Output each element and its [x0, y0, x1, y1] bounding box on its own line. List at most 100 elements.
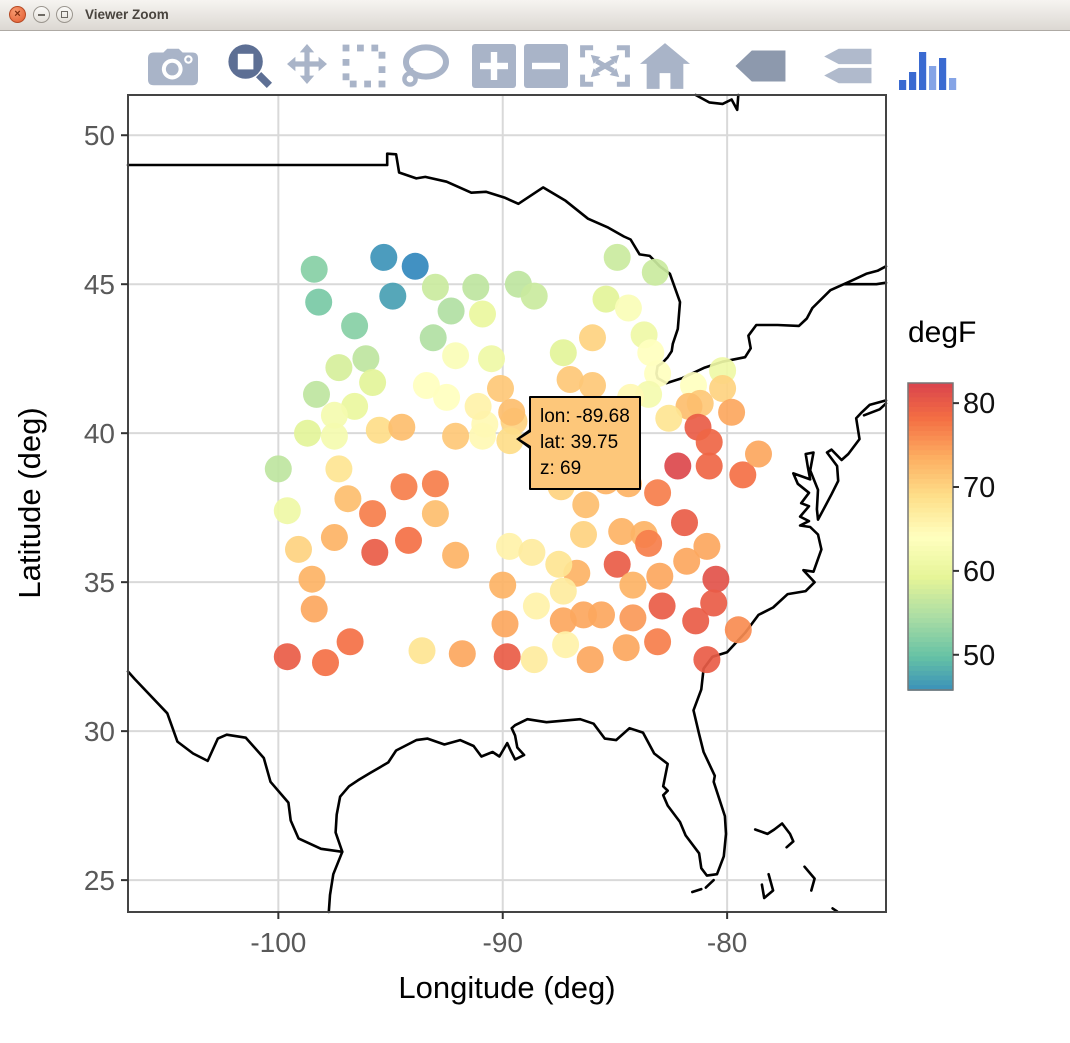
data-point[interactable]: [437, 297, 465, 325]
data-point[interactable]: [469, 300, 496, 328]
data-point[interactable]: [325, 455, 353, 483]
window-minimize-button[interactable]: [33, 6, 50, 23]
data-point[interactable]: [682, 607, 710, 635]
data-point[interactable]: [644, 628, 672, 656]
data-point[interactable]: [745, 440, 772, 468]
data-point[interactable]: [273, 497, 301, 525]
zoom-out-button[interactable]: [524, 43, 568, 91]
data-point[interactable]: [419, 324, 447, 352]
data-point[interactable]: [469, 422, 496, 450]
plotly-logo-button[interactable]: [898, 42, 958, 93]
data-point[interactable]: [637, 339, 665, 367]
data-point[interactable]: [359, 369, 387, 396]
zoom-in-button[interactable]: [472, 43, 516, 91]
data-point[interactable]: [695, 428, 723, 456]
data-point[interactable]: [655, 404, 683, 432]
data-point[interactable]: [442, 342, 470, 370]
data-point[interactable]: [576, 646, 604, 674]
data-point[interactable]: [614, 294, 642, 322]
data-point[interactable]: [729, 461, 757, 489]
data-point[interactable]: [545, 550, 573, 578]
data-point[interactable]: [442, 422, 470, 450]
data-point[interactable]: [320, 401, 348, 429]
data-point[interactable]: [592, 285, 620, 313]
data-point[interactable]: [325, 354, 353, 382]
data-point[interactable]: [421, 500, 449, 528]
data-point[interactable]: [359, 500, 387, 528]
data-point[interactable]: [273, 643, 301, 671]
data-point[interactable]: [635, 529, 663, 557]
data-point[interactable]: [493, 643, 521, 671]
zoom-mode-button[interactable]: [226, 42, 274, 93]
download-png-button[interactable]: [148, 46, 198, 89]
data-point[interactable]: [303, 380, 330, 408]
data-point[interactable]: [572, 491, 600, 519]
data-point[interactable]: [588, 601, 615, 629]
data-point[interactable]: [556, 366, 584, 393]
data-point[interactable]: [520, 282, 548, 310]
data-point[interactable]: [644, 360, 672, 388]
pan-mode-button[interactable]: [282, 42, 332, 93]
data-point[interactable]: [320, 524, 348, 551]
reset-axes-button[interactable]: [640, 42, 690, 92]
data-point[interactable]: [700, 589, 728, 617]
data-point[interactable]: [365, 416, 393, 444]
data-point[interactable]: [491, 610, 519, 638]
data-point[interactable]: [412, 372, 440, 399]
autoscale-button[interactable]: [578, 43, 632, 92]
data-point[interactable]: [552, 631, 580, 659]
data-point[interactable]: [646, 562, 674, 590]
data-point[interactable]: [298, 565, 326, 593]
data-point[interactable]: [341, 392, 369, 420]
data-point[interactable]: [388, 413, 416, 441]
data-point[interactable]: [300, 595, 328, 623]
data-point[interactable]: [341, 312, 369, 340]
data-point[interactable]: [522, 592, 550, 620]
data-point[interactable]: [352, 345, 380, 373]
data-point[interactable]: [487, 375, 514, 402]
data-point[interactable]: [603, 550, 631, 578]
data-point[interactable]: [442, 541, 470, 569]
data-point[interactable]: [520, 646, 548, 674]
data-point[interactable]: [370, 243, 398, 271]
data-point[interactable]: [709, 375, 737, 402]
data-point[interactable]: [462, 273, 490, 301]
window-maximize-button[interactable]: [56, 6, 73, 23]
data-point[interactable]: [305, 288, 333, 316]
data-point[interactable]: [395, 526, 422, 554]
data-point[interactable]: [320, 422, 348, 450]
data-point[interactable]: [579, 372, 606, 399]
window-close-button[interactable]: ×: [9, 6, 26, 23]
data-point[interactable]: [390, 473, 418, 501]
data-point[interactable]: [549, 577, 577, 605]
data-point[interactable]: [464, 392, 492, 420]
data-point[interactable]: [334, 485, 362, 513]
data-point[interactable]: [693, 646, 721, 674]
data-point[interactable]: [619, 571, 647, 599]
data-point[interactable]: [379, 282, 407, 310]
data-point[interactable]: [478, 345, 505, 373]
lasso-select-button[interactable]: [396, 43, 450, 92]
data-point[interactable]: [724, 616, 752, 644]
data-point[interactable]: [336, 628, 364, 656]
data-point[interactable]: [285, 535, 312, 563]
data-point[interactable]: [489, 571, 517, 599]
data-point[interactable]: [603, 243, 631, 271]
data-point[interactable]: [549, 339, 577, 367]
data-point[interactable]: [644, 479, 672, 507]
data-point[interactable]: [421, 470, 449, 498]
data-point[interactable]: [401, 252, 429, 280]
data-point[interactable]: [619, 604, 647, 632]
data-point[interactable]: [294, 419, 321, 447]
data-point[interactable]: [673, 547, 701, 575]
data-point[interactable]: [496, 532, 523, 560]
data-point[interactable]: [264, 455, 292, 483]
data-point[interactable]: [608, 518, 636, 545]
data-point[interactable]: [671, 509, 698, 537]
hover-compare-button[interactable]: [812, 46, 880, 89]
data-point[interactable]: [408, 637, 436, 665]
data-point[interactable]: [675, 392, 703, 420]
data-point[interactable]: [312, 649, 339, 677]
hover-closest-button[interactable]: [720, 46, 800, 89]
